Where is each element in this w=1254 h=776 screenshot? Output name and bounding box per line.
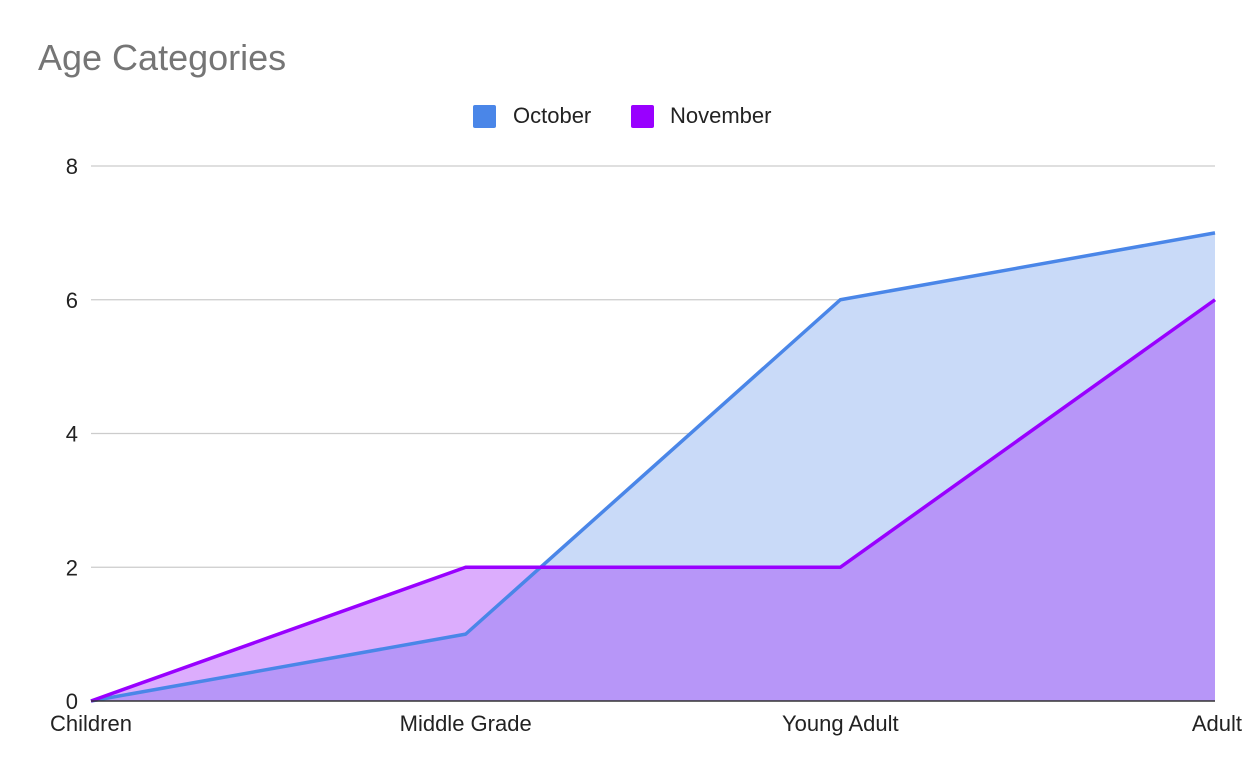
y-tick-label: 2 xyxy=(66,555,78,580)
x-tick-label: Children xyxy=(50,711,132,736)
y-tick-label: 6 xyxy=(66,288,78,313)
y-axis-ticks: 0 2 4 6 8 xyxy=(66,154,78,714)
chart-legend[interactable]: October November xyxy=(473,103,771,128)
y-tick-label: 8 xyxy=(66,154,78,179)
y-tick-label: 0 xyxy=(66,689,78,714)
legend-item-november[interactable]: November xyxy=(631,103,771,128)
line-november xyxy=(90,298,1217,703)
line-october xyxy=(90,231,1216,703)
x-tick-label: Adult xyxy=(1192,711,1242,736)
legend-item-october[interactable]: October xyxy=(473,103,591,128)
legend-swatch-october xyxy=(473,105,496,128)
legend-swatch-november xyxy=(631,105,654,128)
x-tick-label: Middle Grade xyxy=(400,711,532,736)
overlap-area xyxy=(91,299,1215,701)
legend-label-november: November xyxy=(670,103,771,128)
x-axis-ticks: Children Middle Grade Young Adult Adult xyxy=(50,711,1242,736)
chart-title: Age Categories xyxy=(38,37,286,78)
area-overlap xyxy=(91,299,1215,701)
y-tick-label: 4 xyxy=(66,422,78,447)
legend-label-october: October xyxy=(513,103,591,128)
series-lines xyxy=(90,231,1217,703)
x-tick-label: Young Adult xyxy=(782,711,899,736)
